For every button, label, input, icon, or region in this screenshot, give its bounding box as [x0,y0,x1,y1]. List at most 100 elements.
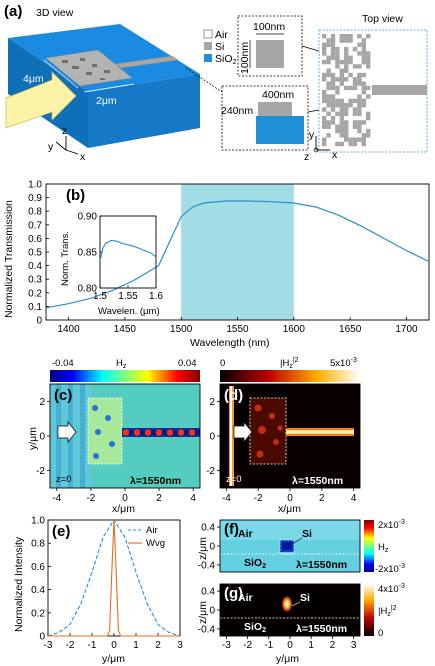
xtick-label: -2 [254,493,263,504]
ytick-label: 2 [209,397,215,408]
mode-lobe [155,429,163,436]
topview-pixel [361,38,366,43]
input-arrow [5,71,77,129]
topview-pixel [344,85,349,91]
dim-400nm: 400nm [262,89,294,101]
ylabel-c: y/μm [27,427,39,450]
cbar-c-title: Hz [116,358,127,370]
axis3d-x [65,149,79,155]
topview-pixel [322,115,327,121]
topview-pixel [322,124,327,129]
topview-pixel [326,42,331,48]
xtick-label: 1 [133,640,139,651]
field-f-upper [220,520,360,540]
ytick-label: 0 [36,316,42,327]
yticks-g: 0.4 0 -0.4 [198,587,220,635]
mode-lobe [128,429,135,436]
panel-f-label: (f) [224,521,239,538]
panel-b-label: (b) [66,187,85,204]
waveguide-3d-pointer [185,67,223,93]
topview-pixel [344,59,349,65]
topview-pixel [348,55,353,60]
topview-pixel [335,90,340,95]
cbar-g-min: 0 [378,628,383,639]
legend-e-air: Air [146,525,158,536]
topview-pixel [357,94,362,99]
panel-c-label: (c) [54,387,72,404]
waveguide-modes-c [122,429,201,436]
ylabel-f: z/μm [197,537,209,560]
panel-b: (b) 0 0.1 0.2 0.3 0.4 0.5 0.6 0.7 0.8 0.9 1.0 1400… [3,180,430,349]
dim-4um-line [43,59,79,89]
material-legend: Air Si SiO2 [203,29,237,66]
inset-ylabel: Norm. Trans. [60,231,71,286]
topview-pixel [366,34,371,39]
ytick-label: 0.5 [28,248,42,259]
topview-pixel [339,128,344,134]
dim-240nm: 240nm [221,105,253,117]
topview-pixel [357,72,362,78]
source-core-d [230,386,232,486]
topview-pixel [322,98,327,104]
inset-xtick-label: 1.6 [149,291,163,302]
wavelength-f: λ=1550nm [296,559,347,571]
topview-pixel [335,111,340,117]
topview-pixel [339,72,344,78]
xtick-label: -2 [243,640,252,651]
topview-pixel [322,94,327,99]
ytick-label: 1.0 [31,516,45,527]
topview-pixel [366,64,371,69]
topview-pixel [361,120,366,125]
ylabel-g: z/μm [197,601,209,624]
topview-pixel [322,120,327,125]
ytick-label: 0.1 [28,302,42,313]
topview-pixel [339,38,344,43]
topview-pixel [348,34,353,39]
ytick-label: 1.0 [28,180,42,191]
ytick-label: 0 [209,606,215,617]
view3d-title: 3D view [36,7,74,19]
legend-swatch-sio2 [204,54,212,62]
mode-lobe [161,429,168,436]
ticks-e: 0 0.2 0.4 0.6 0.8 1.0 -3 -2 -1 0 1 2 3 [31,516,183,652]
ytick-label: 0.4 [31,585,45,596]
waveguide-substrate [256,116,304,144]
cbar-f [364,520,374,572]
topview-pixel [357,98,362,104]
topview-pixel [330,38,336,43]
topview-pixel [326,120,331,125]
topview-pixel [330,55,336,60]
topview-pixel [348,98,353,104]
dim-100nm-w: 100nm [253,21,285,33]
topview-pixel [322,107,327,112]
cbar-d-max: 5x10-3 [330,357,357,369]
xtick-label: -1 [88,640,97,651]
pixel-inset-square [256,40,284,68]
panel-b-xlabel: Wavelength (nm) [190,337,270,349]
topview-pixel [357,111,362,117]
xlabel-e: y/μm [102,653,125,665]
xtick-label: 2 [330,640,336,651]
topview-pixel [361,137,366,142]
topview-pixel [348,38,353,43]
cbar-d-min: 0 [220,358,225,369]
mode-lobe [194,429,201,436]
topview-pixel [330,77,336,82]
z-label-c: z=0 [56,474,72,485]
topview-pixel [366,59,371,65]
xtick-label: 1450 [114,324,137,335]
dim-2um-line [83,83,135,93]
topview-pixel [361,141,366,147]
input-arrow-d [233,421,253,443]
topview-pixel [335,59,340,65]
topview-pixel [344,51,349,56]
highlight-band [181,184,294,320]
topview-pixel [330,46,336,52]
topview-pixel [344,102,349,108]
topview-pixels [322,34,371,147]
topview-pixel [339,120,344,125]
xtick-label: 1550 [226,324,249,335]
ticks-d: -4 -2 0 2 4 -2 0 2 [206,397,357,504]
topview-pixel [344,64,349,69]
